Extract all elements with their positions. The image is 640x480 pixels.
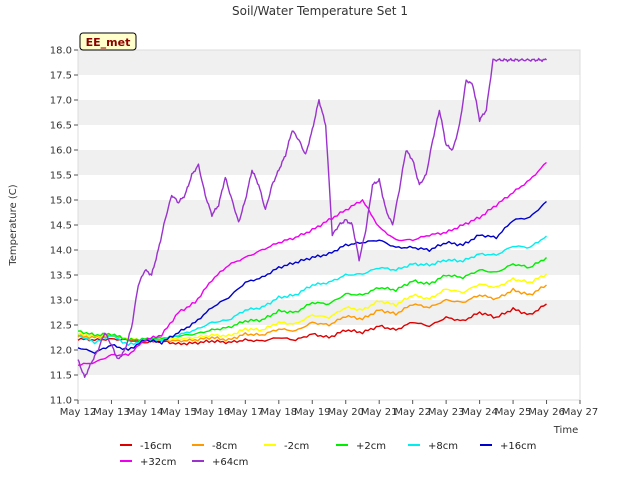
series-line-16cm xyxy=(77,200,547,354)
y-tick-label: 11.5 xyxy=(50,371,72,382)
y-tick-label: 12.0 xyxy=(50,346,72,357)
grid-band xyxy=(78,50,580,75)
grid-band xyxy=(78,200,580,225)
grid-band xyxy=(78,350,580,375)
y-axis-label: Temperature (C) xyxy=(8,184,19,266)
legend-entry-label: +8cm xyxy=(428,441,458,452)
legend: -16cm -8cm -2cm +2cm +8cm +16cm +32cm +64cm xyxy=(120,441,536,468)
x-tick-label: May 18 xyxy=(261,407,298,418)
y-tick-label: 12.5 xyxy=(50,321,72,332)
x-tick-label: May 24 xyxy=(461,407,498,418)
y-tick-label: 11.0 xyxy=(50,396,72,407)
x-tick-label: May 20 xyxy=(327,407,364,418)
x-tick-label: May 22 xyxy=(394,407,431,418)
x-tick-label: May 21 xyxy=(361,407,398,418)
station-badge-label: EE_met xyxy=(86,36,131,49)
legend-entry-label: -16cm xyxy=(140,441,172,452)
legend-entry-label: +32cm xyxy=(140,457,176,468)
series-line-32cm xyxy=(77,161,547,366)
legend-entry-label: -8cm xyxy=(212,441,237,452)
y-tick-label: 15.5 xyxy=(50,171,72,182)
y-tick-label: 18.0 xyxy=(50,46,72,57)
x-tick-label: May 17 xyxy=(227,407,264,418)
y-tick-label: 17.5 xyxy=(50,71,72,82)
series-line-64cm xyxy=(77,57,547,378)
legend-entry-label: -2cm xyxy=(284,441,309,452)
series-line-8cm xyxy=(77,235,547,347)
y-tick-label: 16.0 xyxy=(50,146,72,157)
x-tick-label: May 13 xyxy=(93,407,130,418)
series-line-2cm xyxy=(77,257,548,342)
x-axis-label: Time xyxy=(553,425,578,436)
y-tick-label: 14.0 xyxy=(50,246,72,257)
x-tick-label: May 25 xyxy=(495,407,532,418)
x-tick-label: May 19 xyxy=(294,407,331,418)
grid-band xyxy=(78,75,580,100)
x-tick-label: May 12 xyxy=(60,407,97,418)
x-tick-label: May 15 xyxy=(160,407,197,418)
grid-band xyxy=(78,250,580,275)
y-tick-label: 17.0 xyxy=(50,96,72,107)
y-tick-label: 13.5 xyxy=(50,271,72,282)
x-tick-label: May 27 xyxy=(562,407,599,418)
x-tick-label: May 16 xyxy=(194,407,231,418)
y-tick-label: 13.0 xyxy=(50,296,72,307)
grid-bands xyxy=(78,50,580,400)
grid-band xyxy=(78,125,580,150)
x-tick-label: May 14 xyxy=(127,407,164,418)
x-tick-label: May 26 xyxy=(528,407,565,418)
grid-band xyxy=(78,375,580,400)
chart-title: Soil/Water Temperature Set 1 xyxy=(232,4,408,18)
station-badge: EE_met xyxy=(79,32,137,51)
y-axis-ticks: 11.0 11.5 12.0 12.5 13.0 13.5 14.0 14.5 15.0 15.5… xyxy=(50,46,78,407)
grid-band xyxy=(78,275,580,300)
y-tick-label: 16.5 xyxy=(50,121,72,132)
y-tick-label: 15.0 xyxy=(50,196,72,207)
grid-band xyxy=(78,100,580,125)
legend-entry-label: +2cm xyxy=(356,441,386,452)
series-lines xyxy=(77,57,548,378)
legend-entry-label: +16cm xyxy=(500,441,536,452)
legend-entry-label: +64cm xyxy=(212,457,248,468)
y-tick-label: 14.5 xyxy=(50,221,72,232)
x-tick-label: May 23 xyxy=(428,407,465,418)
